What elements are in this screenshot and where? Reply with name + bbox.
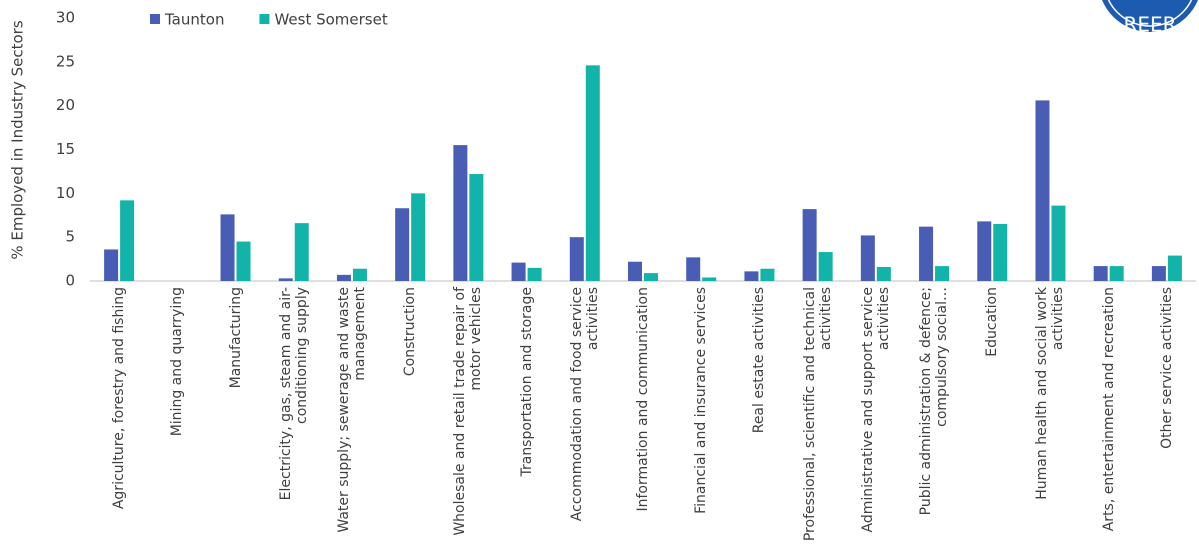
x-tick-label: Arts, entertainment and recreation xyxy=(1100,287,1117,532)
bar xyxy=(585,65,600,281)
bar xyxy=(352,268,367,281)
y-tick-label: 15 xyxy=(56,140,75,158)
x-tick-label: Water supply; sewerage and waste managem… xyxy=(335,287,368,533)
y-tick-label: 30 xyxy=(56,9,75,27)
bar xyxy=(1035,100,1050,281)
y-tick-label: 0 xyxy=(65,272,75,290)
legend-swatch xyxy=(150,14,160,24)
x-tick-label: Public administration & defence; compuls… xyxy=(918,287,951,516)
x-tick-label: Electricity, gas, steam and air-conditio… xyxy=(277,287,310,501)
bar xyxy=(977,221,992,281)
x-tick-label: Agriculture, forestry and fishing xyxy=(111,287,128,510)
x-tick-label: Education xyxy=(984,287,1001,357)
legend-label: West Somerset xyxy=(274,11,387,29)
bar xyxy=(453,145,468,281)
bar xyxy=(336,274,351,281)
bar xyxy=(411,193,426,281)
bar xyxy=(569,237,584,281)
y-tick-label: 5 xyxy=(65,228,75,246)
bar xyxy=(395,208,410,281)
bar xyxy=(876,266,891,281)
bar xyxy=(686,257,701,281)
logo xyxy=(1102,0,1198,32)
legend-swatch xyxy=(259,14,270,24)
y-tick-label: 25 xyxy=(56,52,75,70)
x-tick-label: Administrative and support service activ… xyxy=(859,287,892,533)
bar xyxy=(511,262,526,281)
bar xyxy=(644,273,658,281)
y-tick-label: 20 xyxy=(56,96,75,114)
bar xyxy=(628,261,642,281)
bar xyxy=(236,241,251,281)
x-tick-label: Information and communication xyxy=(635,287,651,512)
y-tick-label: 10 xyxy=(56,184,75,202)
bar xyxy=(1093,266,1108,281)
logo-text: REER xyxy=(1123,13,1176,37)
x-tick-label: Financial and insurance services xyxy=(693,287,710,514)
y-axis-label: % Employed in Industry Sectors xyxy=(9,20,27,260)
legend-label: Taunton xyxy=(164,11,224,29)
x-tick-label: Construction xyxy=(402,287,419,377)
bar xyxy=(760,268,775,281)
bar xyxy=(278,278,293,281)
x-tick-label: Manufacturing xyxy=(227,287,244,389)
bar xyxy=(469,174,484,281)
x-tick-label: Human health and social work activities xyxy=(1034,287,1067,500)
bar xyxy=(919,226,934,281)
x-tick-label: Professional, scientific and technical a… xyxy=(801,287,834,542)
bar xyxy=(860,235,875,281)
logo-ring xyxy=(1107,0,1193,27)
x-tick-label: Transportation and storage xyxy=(518,287,535,477)
bar xyxy=(120,200,135,281)
bar xyxy=(702,277,717,281)
bar xyxy=(993,224,1008,281)
bar xyxy=(527,267,542,281)
x-tick-label: Other service activities xyxy=(1158,287,1175,449)
bar xyxy=(220,214,235,281)
bar xyxy=(802,209,817,281)
bar xyxy=(935,266,950,281)
x-tick-label: Real estate activities xyxy=(751,287,768,434)
bar xyxy=(1151,266,1166,281)
bar xyxy=(1167,255,1182,281)
x-tick-label: Wholesale and retail trade repair of mot… xyxy=(452,287,485,536)
x-tick-label: Mining and quarrying xyxy=(169,287,186,437)
bar xyxy=(1051,205,1066,281)
x-tick-label: Accommodation and food service activitie… xyxy=(568,287,601,522)
bar xyxy=(818,252,833,281)
bar xyxy=(294,223,309,281)
bar xyxy=(744,271,759,281)
bar xyxy=(104,249,119,281)
bar xyxy=(1109,266,1124,281)
